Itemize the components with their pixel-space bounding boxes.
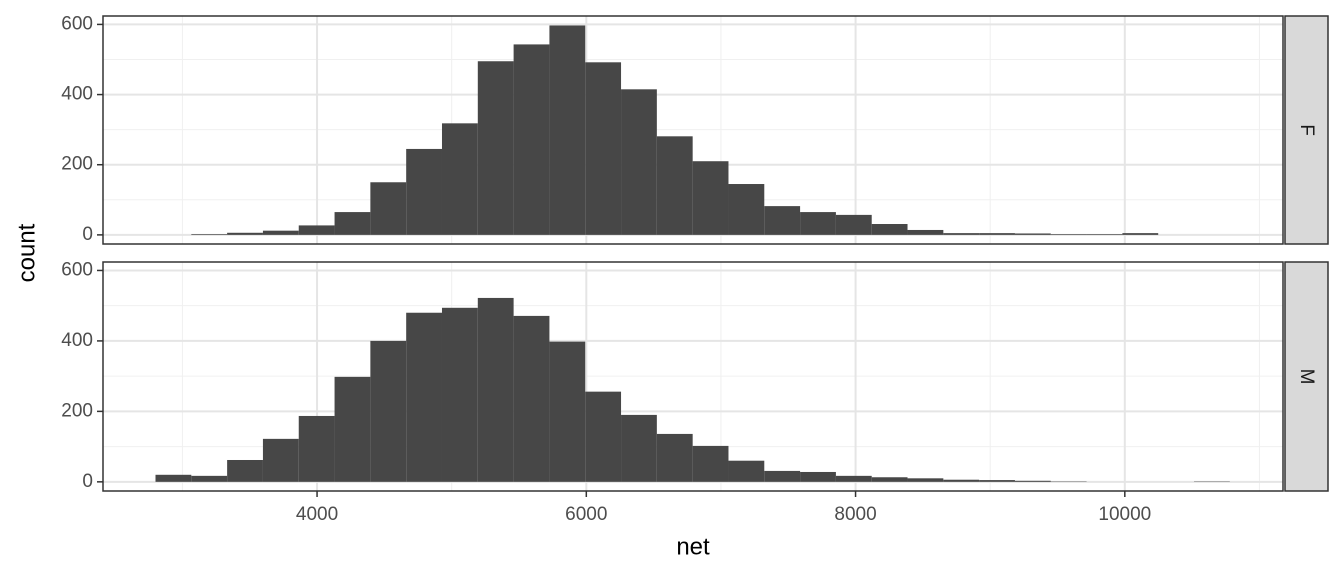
- histogram-bar: [979, 480, 1015, 482]
- histogram-bar: [299, 225, 335, 234]
- histogram-bar: [335, 377, 371, 482]
- histogram-bar: [514, 44, 550, 234]
- y-tick-label: 0: [82, 224, 93, 245]
- histogram-bar: [585, 62, 621, 235]
- histogram-bar: [335, 212, 371, 235]
- histogram-bar: [836, 215, 872, 235]
- facet-label: M: [1296, 369, 1317, 385]
- histogram-bar: [693, 161, 729, 235]
- histogram-bar: [943, 233, 979, 235]
- histogram-bar: [1015, 233, 1051, 234]
- histogram-bar: [1122, 233, 1158, 235]
- histogram-bar: [800, 212, 836, 235]
- histogram-bar: [872, 224, 908, 235]
- x-axis-label: net: [676, 533, 710, 560]
- histogram-bar: [657, 136, 693, 235]
- histogram-bar: [478, 61, 514, 235]
- histogram-bar: [800, 472, 836, 482]
- histogram-bar: [406, 149, 442, 235]
- y-tick-label: 400: [61, 330, 93, 351]
- histogram-bar: [1087, 234, 1123, 235]
- histogram-bar: [263, 439, 299, 482]
- y-tick-label: 600: [61, 259, 93, 280]
- histogram-bar: [1051, 234, 1087, 235]
- histogram-bar: [442, 123, 478, 235]
- y-tick-label: 600: [61, 13, 93, 34]
- x-tick-label: 4000: [296, 504, 338, 525]
- histogram-bar: [549, 25, 585, 234]
- histogram-bar: [657, 434, 693, 482]
- y-axis-label: count: [13, 223, 40, 282]
- x-tick-label: 6000: [565, 504, 607, 525]
- histogram-bar: [263, 231, 299, 235]
- histogram-bar: [764, 206, 800, 235]
- histogram-bar: [728, 184, 764, 235]
- histogram-bar: [979, 233, 1015, 235]
- histogram-bar: [227, 460, 263, 482]
- histogram-bar: [191, 476, 227, 482]
- histogram-bar: [514, 316, 550, 482]
- histogram-bar: [836, 476, 872, 482]
- histogram-bar: [585, 392, 621, 482]
- histogram-bar: [908, 478, 944, 482]
- histogram-bar: [478, 298, 514, 482]
- histogram-bar: [442, 308, 478, 482]
- x-tick-label: 8000: [834, 504, 876, 525]
- histogram-bar: [370, 341, 406, 482]
- x-tick-label: 10000: [1098, 504, 1151, 525]
- histogram-bar: [764, 471, 800, 482]
- histogram-bar: [943, 480, 979, 482]
- facet-label: F: [1296, 124, 1317, 136]
- histogram-bar: [549, 342, 585, 482]
- histogram-bar: [621, 89, 657, 235]
- histogram-bar: [908, 230, 944, 235]
- histogram-bar: [299, 416, 335, 482]
- y-tick-label: 400: [61, 84, 93, 105]
- histogram-bar: [728, 461, 764, 482]
- histogram-bar: [872, 477, 908, 482]
- histogram-bar: [1015, 481, 1051, 482]
- histogram-bar: [370, 182, 406, 235]
- histogram-bar: [693, 446, 729, 482]
- histogram-bar: [621, 415, 657, 482]
- y-tick-label: 0: [82, 471, 93, 492]
- y-tick-label: 200: [61, 400, 93, 421]
- histogram-bar: [227, 233, 263, 235]
- y-tick-label: 200: [61, 154, 93, 175]
- histogram-bar: [191, 234, 227, 235]
- histogram-bar: [406, 313, 442, 482]
- histogram-bar: [156, 475, 192, 482]
